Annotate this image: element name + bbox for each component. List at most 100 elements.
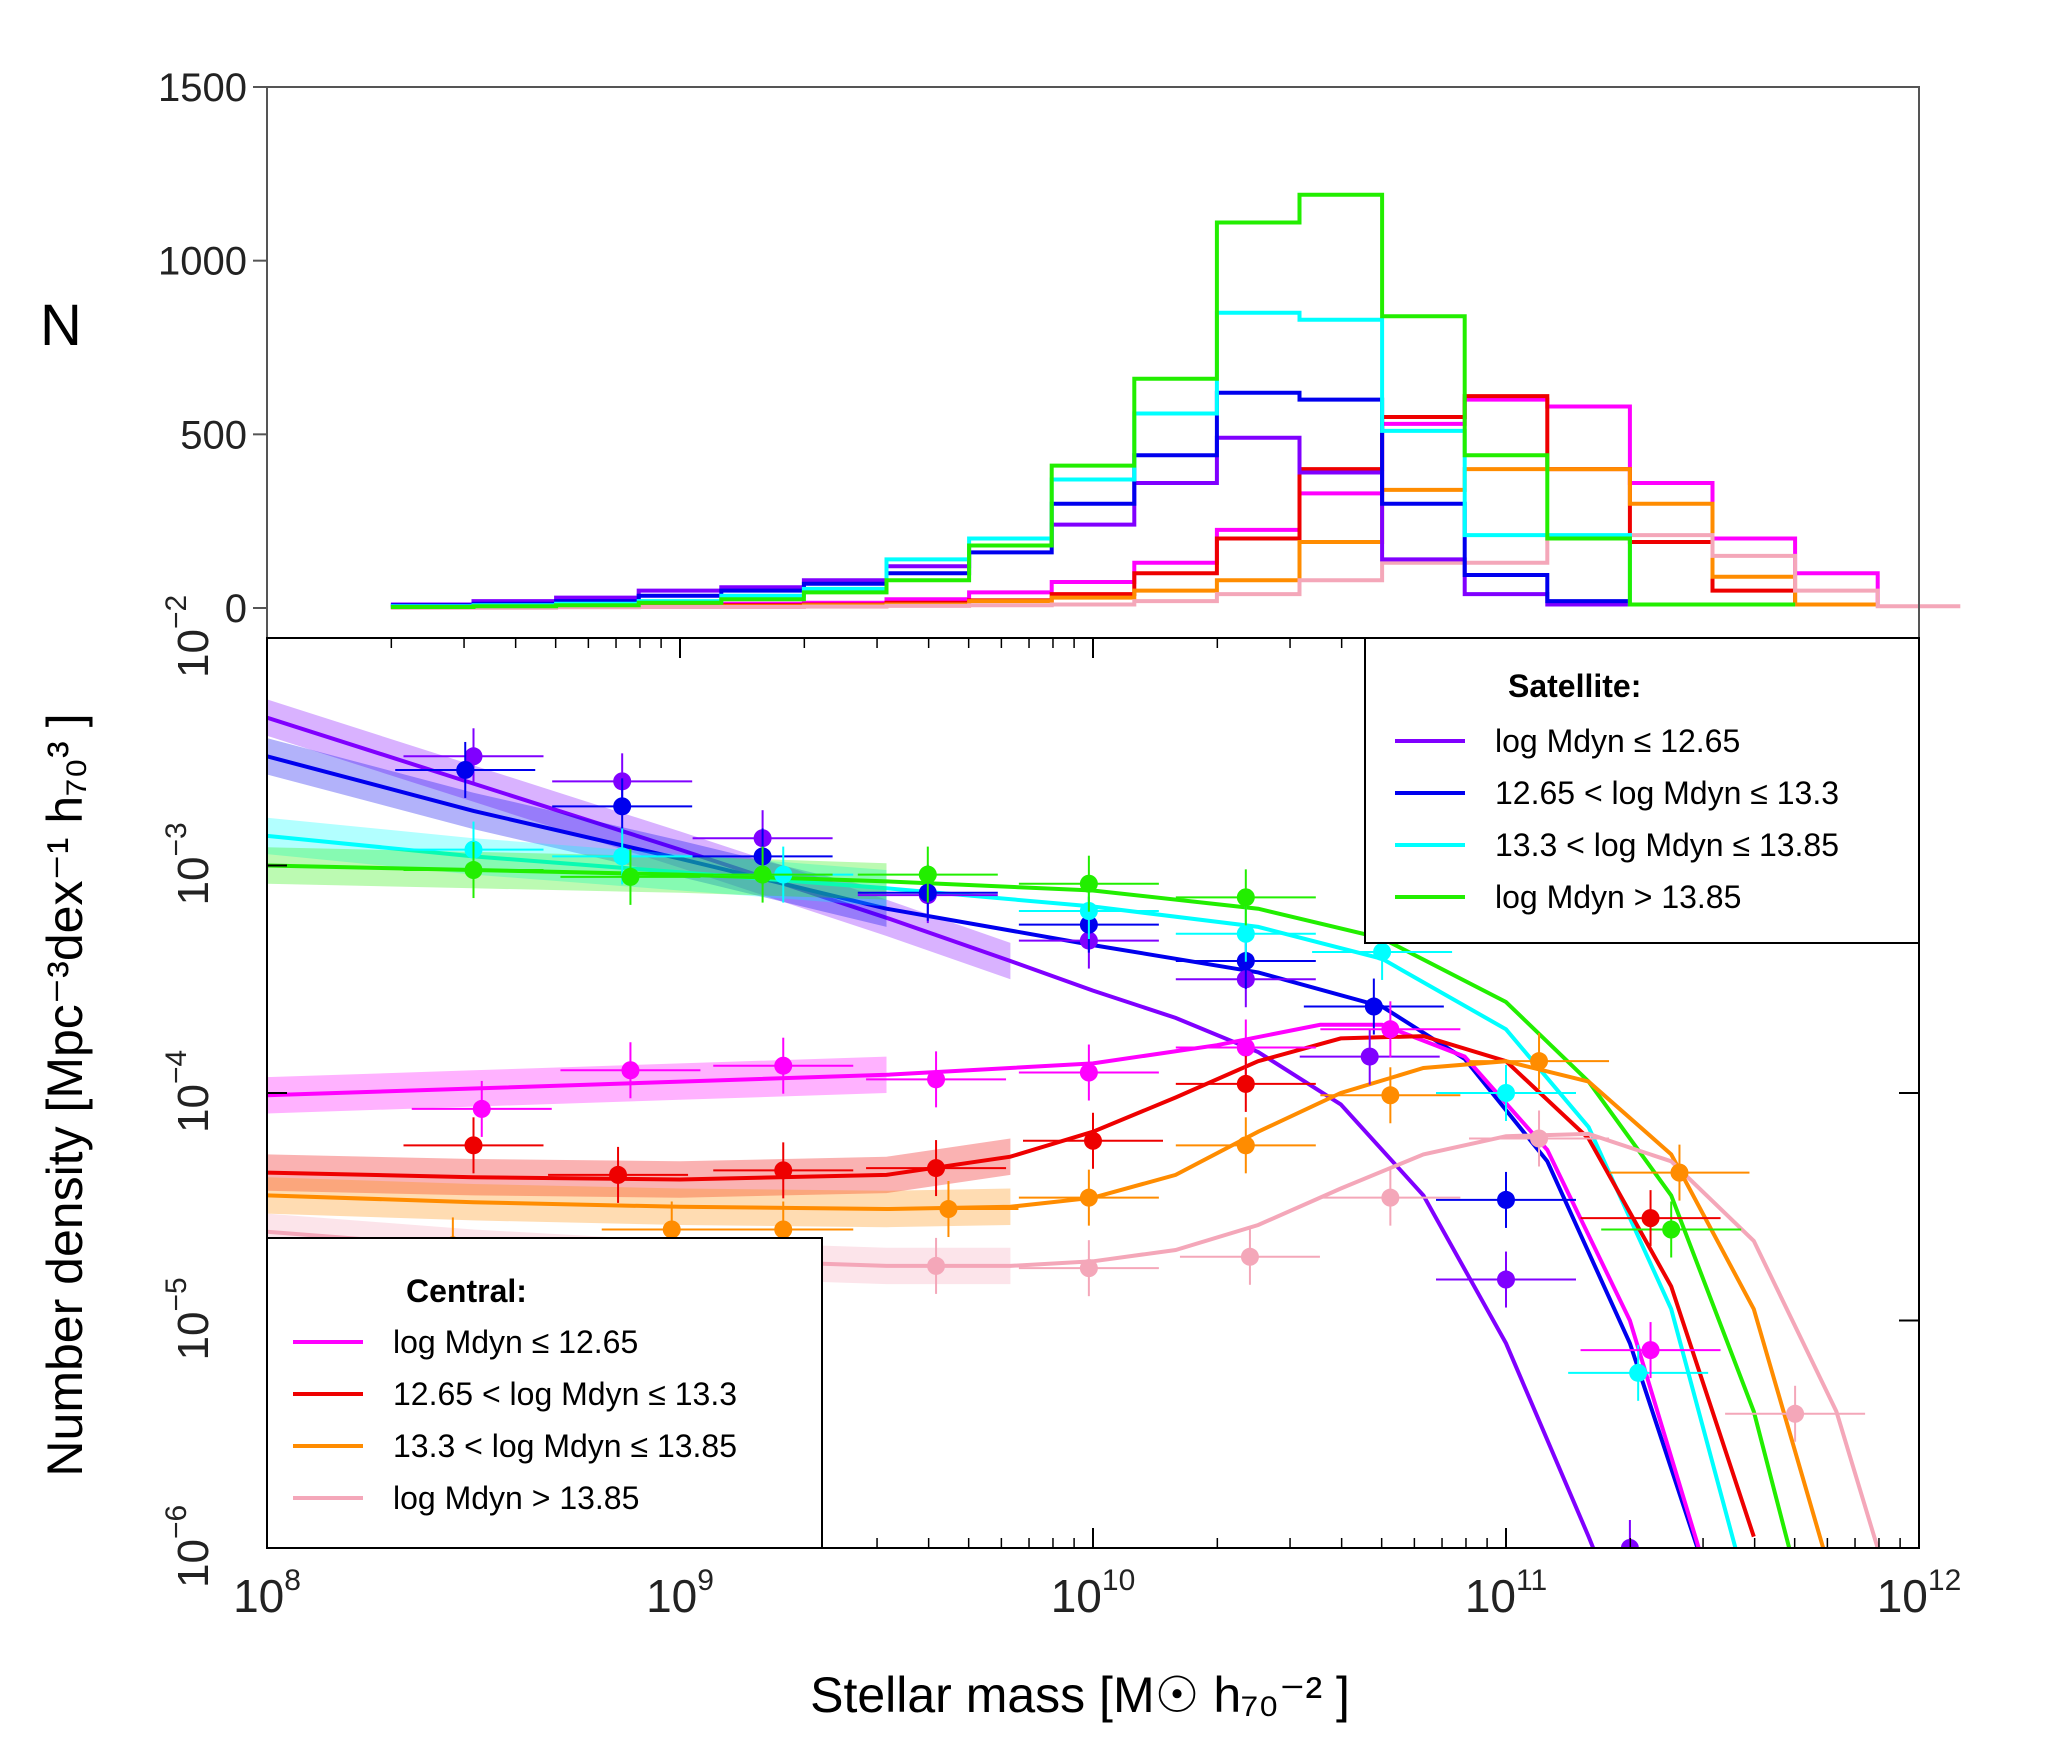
data-point-0-6	[1360, 1047, 1379, 1066]
ytick-label: 10−6	[160, 1505, 218, 1588]
histogram-panel: 0 500 1000 1500 N	[40, 66, 1961, 639]
ytick-exponent: −2	[160, 595, 193, 629]
xtick-label: 1010	[1051, 1564, 1136, 1622]
xtick-exponent: 10	[1102, 1564, 1135, 1597]
uncertainty-band-2	[267, 817, 887, 907]
histogram-series-4	[390, 435, 1630, 607]
legend-label-satellite: 13.3 < log Mdyn ≤ 13.85	[1495, 827, 1839, 863]
xtick-exponent: 8	[284, 1564, 301, 1597]
data-point-2-6	[1497, 1084, 1515, 1102]
data-point-7-4	[1240, 1247, 1259, 1266]
data-point-3-3	[918, 865, 937, 884]
data-point-7-6	[1530, 1129, 1549, 1148]
fit-curve-4	[267, 1022, 1701, 1548]
data-point-6-5	[1236, 1136, 1255, 1155]
legend-label-satellite: log Mdyn ≤ 12.65	[1495, 723, 1740, 759]
legend-satellite-box	[1364, 637, 1920, 944]
data-point-7-7	[1786, 1404, 1805, 1423]
data-point-4-0	[472, 1099, 491, 1118]
fit-curve-0	[267, 715, 1596, 1548]
data-point-3-0	[464, 861, 483, 880]
data-point-3-5	[1236, 888, 1255, 907]
data-point-3-1	[621, 867, 640, 886]
data-point-1-6	[1364, 997, 1383, 1016]
histogram-y-ticks: 0 500 1000 1500	[158, 66, 267, 631]
data-point-2-7	[1629, 1363, 1648, 1382]
data-point-4-4	[1079, 1063, 1098, 1082]
histogram-series-3	[390, 533, 1961, 610]
legend-satellite-title: Satellite:	[1508, 668, 1641, 704]
data-point-1-1	[613, 797, 632, 816]
xtick-label: 1012	[1877, 1564, 1962, 1622]
data-point-6-8	[1670, 1163, 1689, 1182]
histogram-frame	[266, 86, 1920, 639]
data-point-3-2	[753, 865, 772, 884]
ytick-label: 10−2	[160, 595, 218, 678]
data-point-5-4	[1084, 1131, 1102, 1150]
data-point-1-0	[456, 760, 475, 779]
histogram-ytick-label: 500	[180, 413, 247, 457]
fit-curve-6	[267, 1059, 1826, 1548]
y-axis-title: Number density [Mpc⁻³dex⁻¹ h₇₀³ ]	[37, 713, 93, 1476]
data-point-6-2	[774, 1220, 793, 1239]
legend-satellite: Satellite: log Mdyn ≤ 12.65 12.65 < log M…	[1364, 637, 1920, 944]
legend-satellite-items: log Mdyn ≤ 12.65 12.65 < log Mdyn ≤ 13.3 1…	[1395, 723, 1839, 915]
data-point-4-3	[927, 1070, 946, 1089]
histogram-ytick-label: 1000	[158, 240, 247, 284]
xtick-exponent: 11	[1516, 1564, 1547, 1597]
data-point-2-1	[613, 847, 632, 866]
legend-label-central: 12.65 < log Mdyn ≤ 13.3	[393, 1376, 737, 1412]
x-axis-title: Stellar mass [M☉ h₇₀⁻² ]	[810, 1667, 1350, 1723]
data-point-7-2	[927, 1256, 946, 1275]
legend-central-items: log Mdyn ≤ 12.65 12.65 < log Mdyn ≤ 13.3 1…	[293, 1324, 737, 1516]
data-point-1-7	[1497, 1190, 1515, 1209]
fit-curve-3	[267, 863, 1792, 1548]
data-point-7-3	[1079, 1259, 1098, 1278]
data-point-2-4	[1236, 924, 1255, 943]
data-point-4-5	[1236, 1038, 1255, 1057]
xtick-label: 109	[646, 1564, 714, 1622]
data-point-5-5	[1236, 1074, 1255, 1093]
ytick-label: 10−5	[160, 1277, 218, 1360]
data-point-2-5	[1373, 942, 1392, 961]
legend-label-central: 13.3 < log Mdyn ≤ 13.85	[393, 1428, 737, 1464]
xtick-label: 108	[233, 1564, 301, 1622]
xtick-exponent: 9	[697, 1564, 714, 1597]
data-point-4-1	[621, 1061, 640, 1080]
histogram-ylabel: N	[40, 293, 82, 358]
fit-curve-5	[267, 1034, 1756, 1538]
uncertainty-band-5	[267, 1138, 1011, 1198]
data-point-7-5	[1381, 1188, 1400, 1207]
histogram-series-6	[390, 310, 1796, 609]
data-point-0-7	[1497, 1270, 1515, 1289]
data-point-6-1	[662, 1220, 681, 1239]
ytick-exponent: −6	[160, 1505, 193, 1539]
ytick-exponent: −4	[160, 1050, 193, 1084]
uncertainty-band-6	[267, 1177, 1011, 1228]
legend-label-satellite: log Mdyn > 13.85	[1495, 879, 1741, 915]
data-point-6-6	[1381, 1086, 1400, 1105]
data-point-3-6	[1662, 1220, 1681, 1239]
xtick-exponent: 12	[1928, 1564, 1961, 1597]
data-point-5-0	[464, 1136, 483, 1155]
ytick-exponent: −5	[160, 1277, 193, 1311]
data-point-6-4	[1079, 1188, 1098, 1207]
histogram-series-7	[390, 192, 1796, 609]
xtick-label: 1011	[1465, 1564, 1547, 1622]
fit-curve-1	[267, 754, 1700, 1548]
legend-label-satellite: 12.65 < log Mdyn ≤ 13.3	[1495, 775, 1839, 811]
histogram-ytick-label: 1500	[158, 66, 247, 110]
histogram-series-5	[390, 390, 1630, 608]
data-point-6-7	[1530, 1052, 1549, 1071]
legend-label-central: log Mdyn > 13.85	[393, 1480, 639, 1516]
data-point-5-6	[1641, 1209, 1660, 1228]
histogram-ytick-label: 0	[225, 587, 247, 631]
data-point-5-2	[774, 1161, 793, 1180]
data-point-4-7	[1641, 1341, 1660, 1360]
data-point-6-3	[939, 1200, 958, 1219]
legend-central: Central: log Mdyn ≤ 12.65 12.65 < log Mdy…	[266, 1237, 823, 1549]
ytick-exponent: −3	[160, 822, 193, 856]
data-point-3-4	[1079, 874, 1098, 893]
